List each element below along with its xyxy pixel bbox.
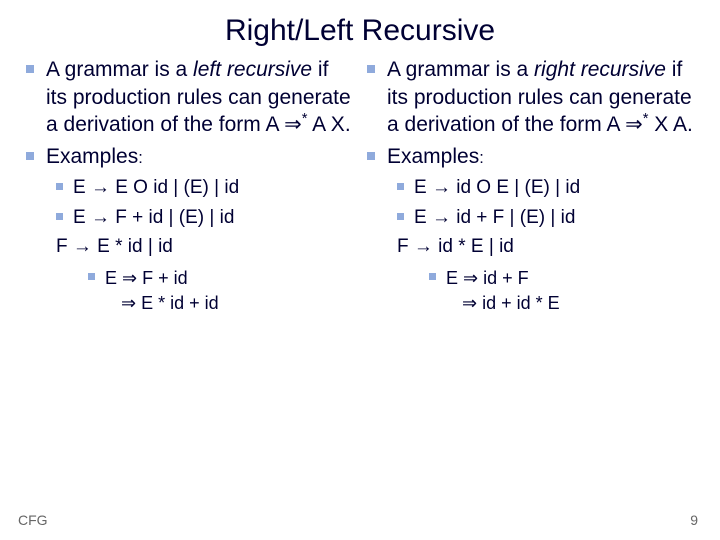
example-text: E → id O E | (E) | id <box>414 175 580 201</box>
left-derivation: E ⇒ F + id ⇒ E * id + id <box>26 266 353 316</box>
list-item: E → id O E | (E) | id <box>397 175 694 201</box>
ex2-line2: F → E * id | id <box>56 234 353 260</box>
def-pre: A grammar is a <box>387 58 534 81</box>
bullet-icon <box>367 65 375 73</box>
slide: Right/Left Recursive A grammar is a left… <box>0 0 720 540</box>
derivation-text: E ⇒ id + F ⇒ id + id * E <box>446 266 560 316</box>
content-columns: A grammar is a left recursive if its pro… <box>0 56 720 319</box>
list-item: E ⇒ F + id ⇒ E * id + id <box>88 266 353 316</box>
left-definition-text: A grammar is a left recursive if its pro… <box>46 56 353 139</box>
right-definition: A grammar is a right recursive if its pr… <box>367 56 694 139</box>
colon: : <box>479 149 484 167</box>
right-example-1: E → id O E | (E) | id <box>367 175 694 201</box>
right-definition-text: A grammar is a right recursive if its pr… <box>387 56 694 139</box>
examples-label: Examples: <box>46 143 143 171</box>
def-em: right recursive <box>534 58 666 81</box>
left-example-2: E → F + id | (E) | id F → E * id | id <box>26 205 353 260</box>
examples-label-text: Examples <box>46 145 138 168</box>
page-number: 9 <box>690 512 698 528</box>
deriv-line2: ⇒ E * id + id <box>105 291 219 316</box>
bullet-icon <box>26 65 34 73</box>
list-item: E → E O id | (E) | id <box>56 175 353 201</box>
bullet-icon <box>88 273 95 280</box>
footer-label: CFG <box>18 512 48 528</box>
left-definition: A grammar is a left recursive if its pro… <box>26 56 353 139</box>
def-em: left recursive <box>193 58 312 81</box>
right-derivation: E ⇒ id + F ⇒ id + id * E <box>367 266 694 316</box>
ex2-line2: F → id * E | id <box>397 234 694 260</box>
deriv-line1: E ⇒ F + id <box>105 266 219 291</box>
bullet-icon <box>397 183 404 190</box>
deriv-line2: ⇒ id + id * E <box>446 291 560 316</box>
bullet-icon <box>367 152 375 160</box>
bullet-icon <box>429 273 436 280</box>
left-column: A grammar is a left recursive if its pro… <box>26 56 353 319</box>
def-pre: A grammar is a <box>46 58 193 81</box>
bullet-icon <box>397 213 404 220</box>
slide-title: Right/Left Recursive <box>0 0 720 56</box>
list-item: E → F + id | (E) | id <box>56 205 353 231</box>
left-examples-heading: Examples: <box>26 143 353 171</box>
def-tail: A X. <box>307 113 350 136</box>
right-example-2: E → id + F | (E) | id F → id * E | id <box>367 205 694 260</box>
examples-label-text: Examples <box>387 145 479 168</box>
deriv-line1: E ⇒ id + F <box>446 266 560 291</box>
examples-label: Examples: <box>387 143 484 171</box>
bullet-icon <box>56 183 63 190</box>
list-item: E ⇒ id + F ⇒ id + id * E <box>429 266 694 316</box>
right-column: A grammar is a right recursive if its pr… <box>367 56 694 319</box>
example-text: E → id + F | (E) | id <box>414 205 575 231</box>
example-text: E → F + id | (E) | id <box>73 205 234 231</box>
bullet-icon <box>26 152 34 160</box>
ex2-line1: E → id + F | (E) | id <box>414 205 575 231</box>
derivation-text: E ⇒ F + id ⇒ E * id + id <box>105 266 219 316</box>
bullet-icon <box>56 213 63 220</box>
ex2-line1: E → F + id | (E) | id <box>73 205 234 231</box>
example-text: E → E O id | (E) | id <box>73 175 239 201</box>
left-example-1: E → E O id | (E) | id <box>26 175 353 201</box>
def-tail: X A. <box>648 113 692 136</box>
right-examples-heading: Examples: <box>367 143 694 171</box>
list-item: E → id + F | (E) | id <box>397 205 694 231</box>
colon: : <box>138 149 143 167</box>
